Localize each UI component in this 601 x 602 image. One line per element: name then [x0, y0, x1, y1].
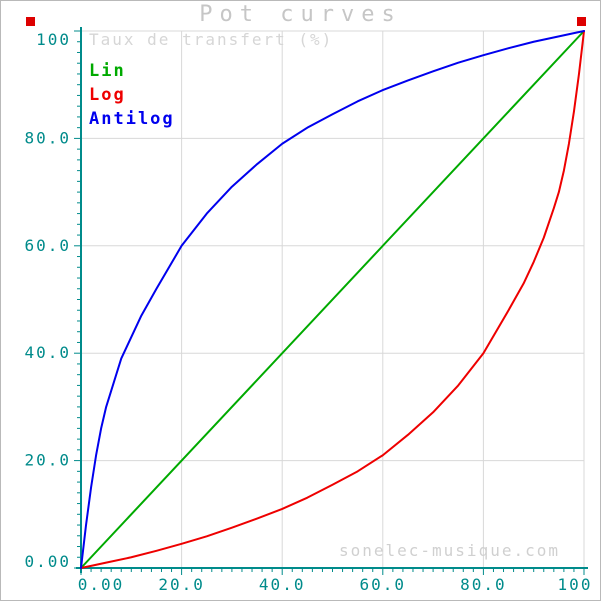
legend: Lin Log Antilog: [89, 59, 175, 131]
legend-item-log: Log: [89, 85, 126, 105]
y-tick-label: 40.0: [24, 343, 71, 362]
x-tick-label: 40.0: [259, 575, 306, 594]
y-tick-label: 20.0: [24, 451, 71, 470]
series-line-antilog: [80, 30, 585, 569]
legend-item-lin: Lin: [89, 61, 126, 81]
y-tick-label: 60.0: [24, 236, 71, 255]
corner-marker-left: [26, 17, 35, 26]
x-tick-label: 100: [558, 575, 593, 594]
watermark: sonelec-musique.com: [338, 541, 560, 560]
corner-marker-right: [577, 17, 586, 26]
legend-item-antilog: Antilog: [89, 109, 175, 129]
y-tick-label: 0.00: [24, 552, 71, 571]
x-tick-label: 60.0: [360, 575, 407, 594]
chart-title: Pot curves: [199, 2, 402, 27]
x-tick-label: 0.00: [78, 575, 125, 594]
x-tick-label: 80.0: [460, 575, 507, 594]
x-tick-label: 20.0: [158, 575, 205, 594]
series-line-log: [80, 30, 585, 569]
y-axis-title: Taux de transfert (%): [89, 30, 334, 49]
y-tick-label: 100: [36, 30, 71, 49]
series-line-lin: [80, 30, 585, 569]
y-tick-label: 80.0: [24, 128, 71, 147]
